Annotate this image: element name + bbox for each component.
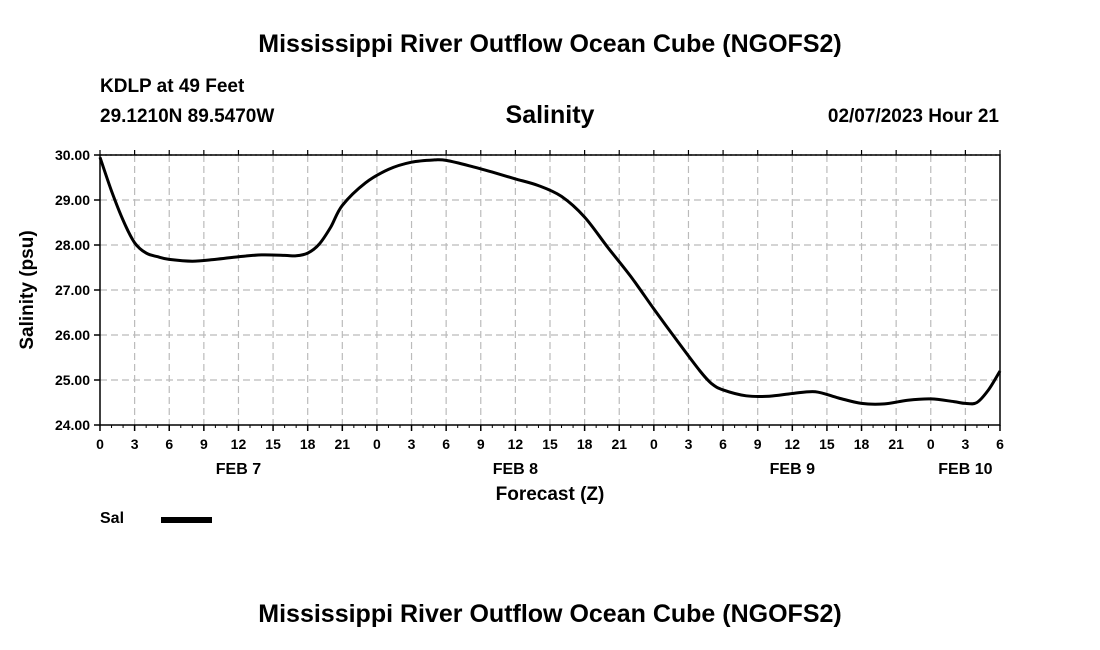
x-tick-label: 3 [685, 436, 693, 452]
y-tick-label: 28.00 [55, 237, 90, 253]
x-tick-label: 15 [819, 436, 835, 452]
salinity-series-line [98, 156, 1002, 406]
x-tick-label: 15 [542, 436, 558, 452]
y-tick-label: 27.00 [55, 282, 90, 298]
legend-line-swatch [161, 517, 212, 523]
x-tick-label: 21 [888, 436, 904, 452]
x-tick-label: 3 [408, 436, 416, 452]
grid [100, 154, 1000, 425]
x-tick-label: 0 [373, 436, 381, 452]
y-tick-label: 29.00 [55, 192, 90, 208]
y-axis-label: Salinity (psu) [17, 230, 38, 349]
forecast-datetime: 02/07/2023 Hour 21 [827, 106, 999, 127]
x-tick-label: 3 [131, 436, 139, 452]
x-tick-label: 9 [200, 436, 208, 452]
x-tick-label: 9 [754, 436, 762, 452]
y-tick-label: 26.00 [55, 327, 90, 343]
x-tick-label: 15 [265, 436, 281, 452]
day-label: FEB 9 [770, 461, 815, 478]
x-tick-label: 18 [300, 436, 316, 452]
x-tick-label: 21 [335, 436, 351, 452]
x-tick-label: 21 [611, 436, 627, 452]
x-tick-label: 12 [231, 436, 247, 452]
y-tick-label: 25.00 [55, 372, 90, 388]
x-tick-label: 12 [508, 436, 524, 452]
variable-title: Salinity [505, 101, 595, 129]
x-tick-label: 18 [577, 436, 593, 452]
x-tick-label: 6 [442, 436, 450, 452]
station-label: KDLP at 49 Feet [100, 76, 245, 97]
axis-ticks [94, 150, 1001, 431]
footer-title: Mississippi River Outflow Ocean Cube (NG… [258, 600, 842, 628]
coordinates-label: 29.1210N 89.5470W [100, 106, 275, 127]
legend-label: Sal [100, 510, 125, 527]
x-tick-label: 0 [650, 436, 658, 452]
x-tick-label: 0 [96, 436, 104, 452]
x-tick-label: 6 [719, 436, 727, 452]
x-tick-label: 12 [785, 436, 801, 452]
y-tick-label: 24.00 [55, 417, 90, 433]
x-tick-label: 6 [165, 436, 173, 452]
x-axis-label: Forecast (Z) [496, 484, 605, 505]
x-tick-label: 9 [477, 436, 485, 452]
day-label: FEB 7 [216, 461, 261, 478]
x-tick-label: 3 [961, 436, 969, 452]
y-tick-label: 30.00 [55, 147, 90, 163]
chart-title: Mississippi River Outflow Ocean Cube (NG… [258, 30, 842, 58]
axis-labels: 30.00 29.00 28.00 27.00 26.00 25.00 24.00 0 3 6 9 1… [55, 147, 1004, 478]
x-tick-label: 0 [927, 436, 935, 452]
day-label: FEB 8 [493, 461, 538, 478]
x-tick-label: 6 [996, 436, 1004, 452]
salinity-chart: 30.00 29.00 28.00 27.00 26.00 25.00 24.00 0 3 6 9 1… [17, 147, 1004, 505]
day-label: FEB 10 [938, 461, 992, 478]
x-tick-label: 18 [854, 436, 870, 452]
